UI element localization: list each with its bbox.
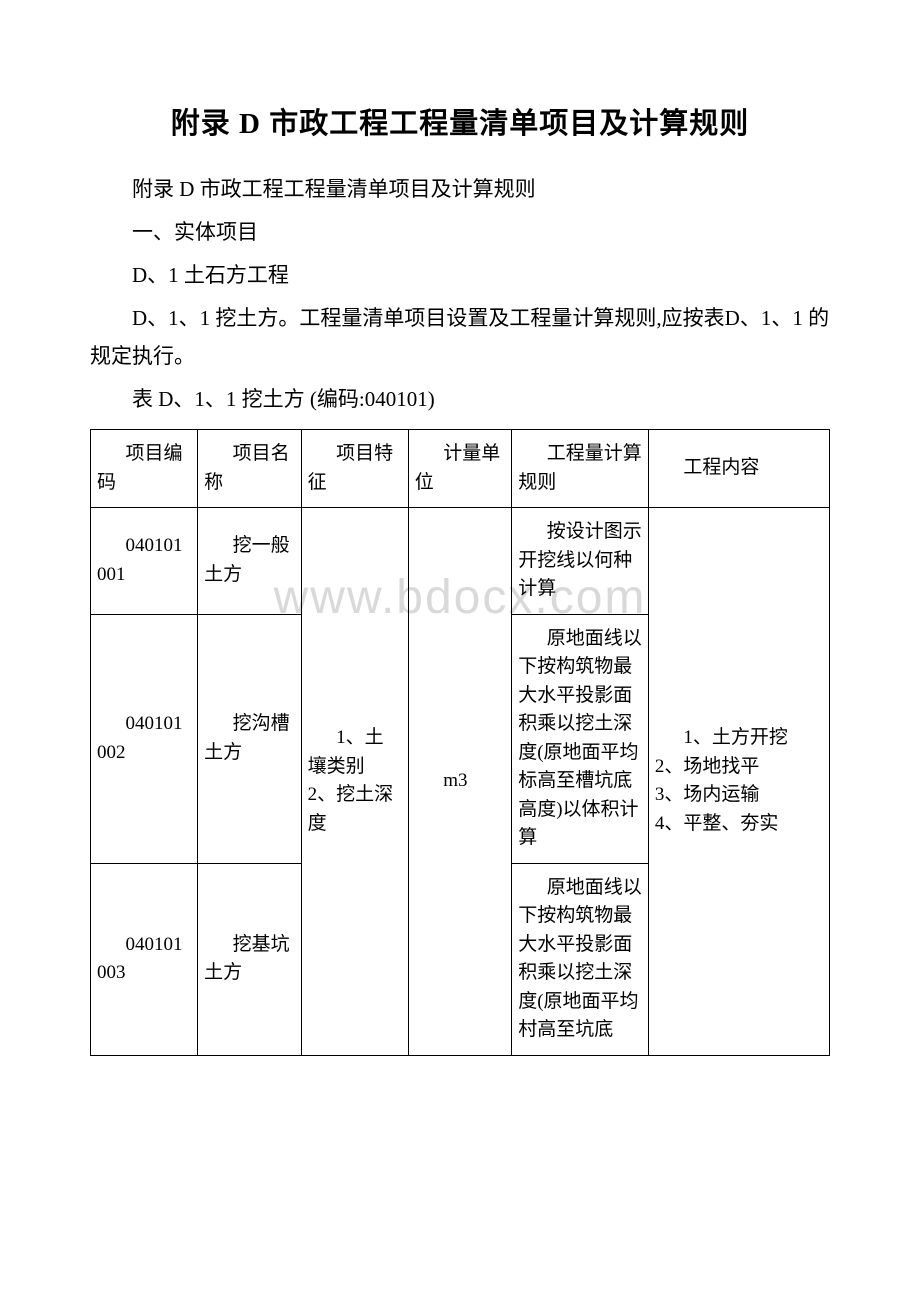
header-rule: 工程量计算规则 — [512, 430, 649, 508]
paragraph-section-1: 一、实体项目 — [90, 213, 830, 252]
cell-rule: 原地面线以下按构筑物最大水平投影面积乘以挖土深度(原地面平均村高至坑底 — [512, 863, 649, 1055]
page-title: 附录 D 市政工程工程量清单项目及计算规则 — [90, 100, 830, 142]
cell-content-merged: 1、土方开挖 2、场地找平 3、场内运输 4、平整、夯实 — [648, 508, 829, 1056]
cell-unit-merged: m3 — [408, 508, 511, 1056]
cell-code: 040101001 — [91, 508, 198, 615]
header-code: 项目编码 — [91, 430, 198, 508]
header-content: 工程内容 — [648, 430, 829, 508]
cell-rule: 原地面线以下按构筑物最大水平投影面积乘以挖土深度(原地面平均标高至槽坑底高度)以… — [512, 614, 649, 863]
paragraph-section-d11: D、1、1 挖土方。工程量清单项目设置及工程量计算规则,应按表D、1、1 的规定… — [90, 299, 830, 377]
table-caption: 表 D、1、1 挖土方 (编码:040101) — [90, 380, 830, 419]
data-table: 项目编码 项目名称 项目特征 计量单位 工程量计算规则 工程内容 0401010… — [90, 429, 830, 1056]
table-row: 040101001 挖一般土方 1、土壤类别 2、挖土深度 m3 按设计图示开挖… — [91, 508, 830, 615]
header-feature: 项目特征 — [301, 430, 408, 508]
cell-name: 挖一般土方 — [198, 508, 301, 615]
header-unit: 计量单位 — [408, 430, 511, 508]
cell-code: 040101002 — [91, 614, 198, 863]
header-name: 项目名称 — [198, 430, 301, 508]
cell-name: 挖基坑土方 — [198, 863, 301, 1055]
table-header-row: 项目编码 项目名称 项目特征 计量单位 工程量计算规则 工程内容 — [91, 430, 830, 508]
cell-name: 挖沟槽土方 — [198, 614, 301, 863]
paragraph-subtitle: 附录 D 市政工程工程量清单项目及计算规则 — [90, 170, 830, 209]
paragraph-section-d1: D、1 土石方工程 — [90, 256, 830, 295]
cell-rule: 按设计图示开挖线以何种计算 — [512, 508, 649, 615]
cell-code: 040101003 — [91, 863, 198, 1055]
cell-feature-merged: 1、土壤类别 2、挖土深度 — [301, 508, 408, 1056]
